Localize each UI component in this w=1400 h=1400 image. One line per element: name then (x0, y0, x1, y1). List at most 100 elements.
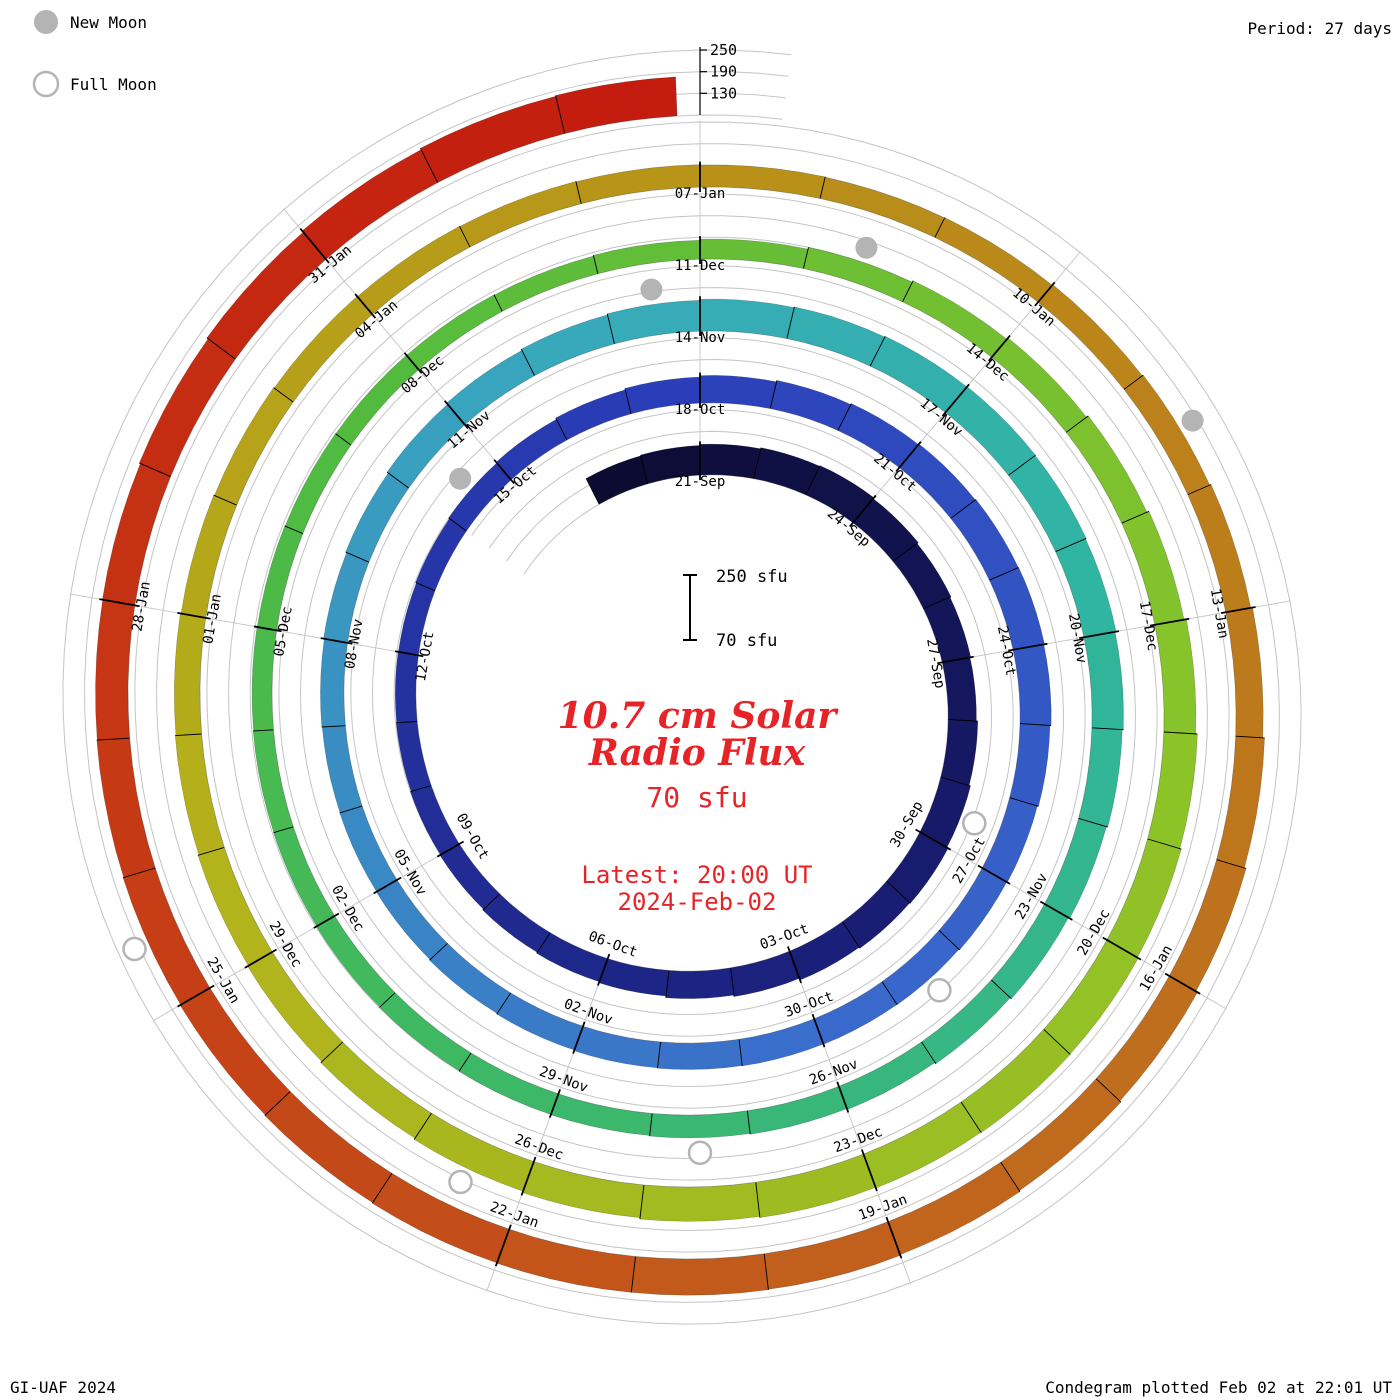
day-tick (448, 517, 467, 532)
day-tick (520, 1156, 537, 1196)
day-tick (921, 1041, 937, 1064)
flux-segment (769, 380, 852, 431)
flux-segment (1012, 644, 1052, 726)
flux-segment (1123, 374, 1211, 495)
flux-segment (1043, 939, 1139, 1055)
day-tick (396, 721, 418, 724)
day-tick (335, 433, 352, 446)
day-tick (575, 181, 582, 204)
flux-segment (1055, 538, 1117, 638)
flux-segment (803, 246, 913, 303)
day-tick (915, 828, 952, 851)
date-label: 11-Dec (675, 258, 726, 274)
day-tick (1055, 537, 1087, 553)
flux-segment (738, 1018, 824, 1067)
day-tick (264, 1091, 291, 1116)
day-tick (436, 840, 465, 858)
date-label: 14-Nov (675, 330, 726, 346)
day-tick (273, 387, 294, 403)
day-tick (606, 313, 615, 344)
day-tick (860, 1149, 878, 1192)
day-tick (746, 1110, 751, 1135)
flux-segment (555, 76, 678, 134)
day-tick (769, 380, 778, 409)
day-tick (960, 1101, 982, 1133)
flux-segment (406, 294, 503, 370)
flux-segment (335, 354, 419, 446)
day-tick (494, 1224, 512, 1267)
day-tick (1216, 859, 1247, 869)
day-tick (555, 417, 568, 441)
day-tick (836, 1081, 850, 1113)
day-tick (639, 1185, 645, 1220)
day-tick (244, 948, 277, 969)
chart-title-line1: 10.7 cm Solar (558, 695, 840, 737)
day-tick (989, 567, 1019, 581)
date-label: 21-Sep (675, 474, 726, 490)
day-tick (753, 447, 762, 479)
flux-segment (902, 280, 1008, 358)
day-tick (803, 247, 809, 269)
day-tick (273, 826, 294, 834)
full-moon-marker (962, 811, 987, 836)
day-tick (592, 255, 599, 274)
day-tick (444, 400, 469, 430)
day-tick (837, 403, 852, 431)
day-tick (948, 719, 978, 722)
day-tick (394, 650, 424, 658)
day-tick (819, 176, 826, 199)
flux-segment (1078, 727, 1123, 828)
day-tick (938, 930, 960, 951)
day-tick (987, 335, 1011, 362)
flux-segment (838, 1041, 936, 1110)
period-label: Period: 27 days (1248, 19, 1393, 38)
flux-segment (747, 1086, 848, 1135)
new-moon-legend-label: New Moon (70, 13, 147, 32)
day-tick (379, 992, 396, 1008)
flux-segment (214, 387, 294, 506)
day-tick (649, 1113, 653, 1137)
day-tick (786, 306, 795, 339)
flux-segment (345, 472, 409, 563)
flux-segment (301, 149, 438, 260)
day-tick (299, 228, 330, 264)
grid-spiral (84, 71, 1280, 1303)
flux-segment (429, 943, 511, 1014)
day-tick (1091, 727, 1124, 731)
flux-segment (730, 950, 800, 997)
flux-segment (981, 797, 1038, 883)
new-moon-legend-icon (34, 10, 58, 34)
day-tick (458, 1052, 472, 1072)
day-tick (805, 465, 821, 495)
full-moon-marker (122, 936, 147, 962)
flux-segment (657, 1039, 743, 1070)
flux-axis-label: 250 (710, 41, 737, 59)
day-tick (459, 225, 471, 248)
day-tick (410, 785, 432, 793)
day-tick (811, 1013, 826, 1048)
flux-segment (555, 389, 632, 441)
day-tick (640, 454, 649, 484)
day-tick (197, 846, 225, 856)
new-moon-marker (640, 278, 663, 301)
date-label: 07-Jan (675, 186, 726, 202)
flux-segment (1106, 838, 1182, 958)
flux-segment (496, 1228, 636, 1293)
grid-spiral (62, 49, 1302, 1325)
day-tick (253, 729, 274, 732)
day-tick (345, 551, 369, 563)
day-tick (213, 494, 237, 506)
day-tick (177, 612, 211, 620)
latest-time-label: Latest: 20:00 UT (581, 861, 812, 889)
day-tick (849, 494, 877, 528)
day-tick (206, 337, 236, 360)
day-tick (597, 953, 611, 986)
flux-segment (649, 1110, 751, 1139)
day-tick (1235, 735, 1265, 739)
full-moon-marker (927, 978, 952, 1003)
day-tick (482, 893, 501, 911)
center-annotations: 10.7 cm Solar Radio Flux 70 sfu Latest: … (558, 695, 840, 916)
day-tick (493, 459, 515, 485)
day-tick (96, 737, 130, 741)
flux-segment (320, 638, 348, 728)
